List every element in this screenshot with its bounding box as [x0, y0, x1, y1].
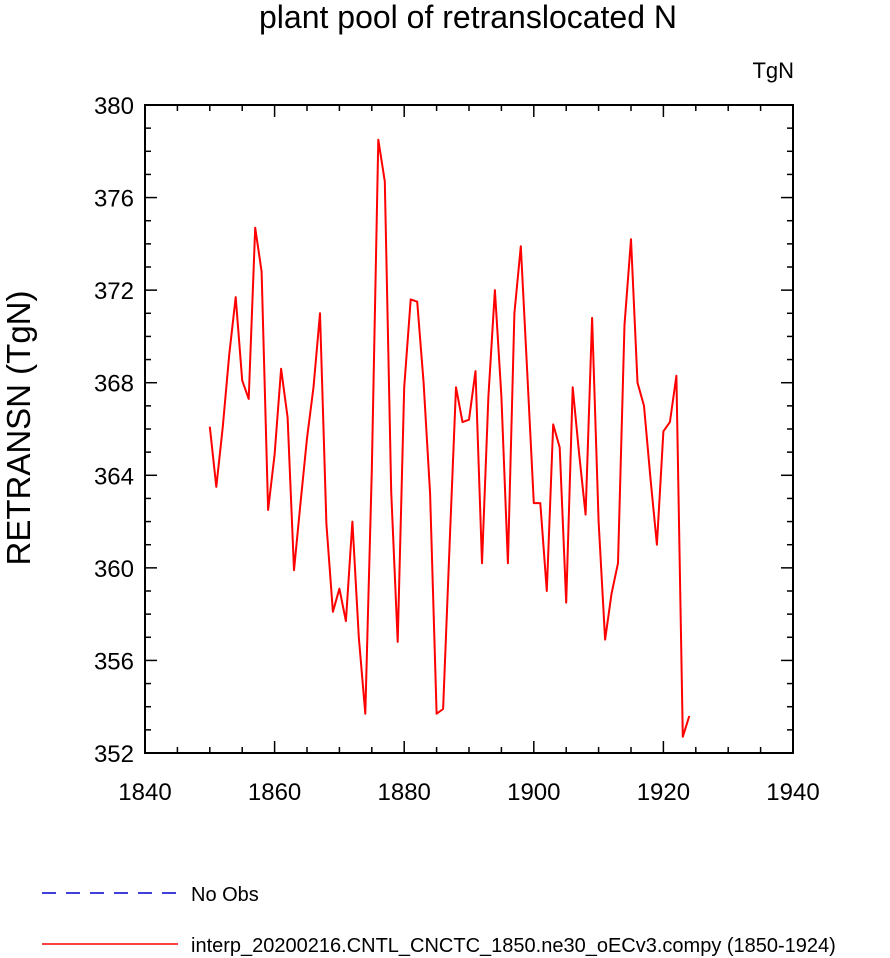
- legend-label: No Obs: [191, 884, 259, 906]
- x-tick-label: 1920: [637, 779, 690, 806]
- units-label: TgN: [752, 58, 794, 83]
- y-axis-label: RETRANSN (TgN): [0, 290, 37, 565]
- plot-series: [208, 138, 691, 738]
- y-tick-label: 352: [94, 741, 134, 768]
- legend-label: interp_20200216.CNTL_CNCTC_1850.ne30_oEC…: [191, 935, 836, 957]
- plot-frame: [144, 104, 794, 754]
- y-tick-label: 372: [94, 278, 134, 305]
- y-tick-label: 376: [94, 186, 134, 213]
- x-tick-label: 1880: [378, 779, 431, 806]
- legend: No Obs interp_20200216.CNTL_CNCTC_1850.ne…: [42, 884, 836, 957]
- y-tick-label: 356: [94, 648, 134, 675]
- axis-ticks: [144, 104, 794, 754]
- y-tick-label: 364: [94, 463, 134, 490]
- y-tick-label: 368: [94, 371, 134, 398]
- x-tick-label: 1840: [118, 779, 171, 806]
- y-tick-label: 360: [94, 556, 134, 583]
- x-tick-label: 1860: [248, 779, 301, 806]
- axis-tick-labels: 1840 1860 1880 1900 1920 1940 352 356 360 364 368 3…: [94, 93, 820, 806]
- y-tick-label: 380: [94, 93, 134, 120]
- x-tick-label: 1900: [507, 779, 560, 806]
- series-line: [208, 138, 691, 738]
- x-tick-label: 1940: [766, 779, 819, 806]
- chart-title: plant pool of retranslocated N: [259, 0, 677, 35]
